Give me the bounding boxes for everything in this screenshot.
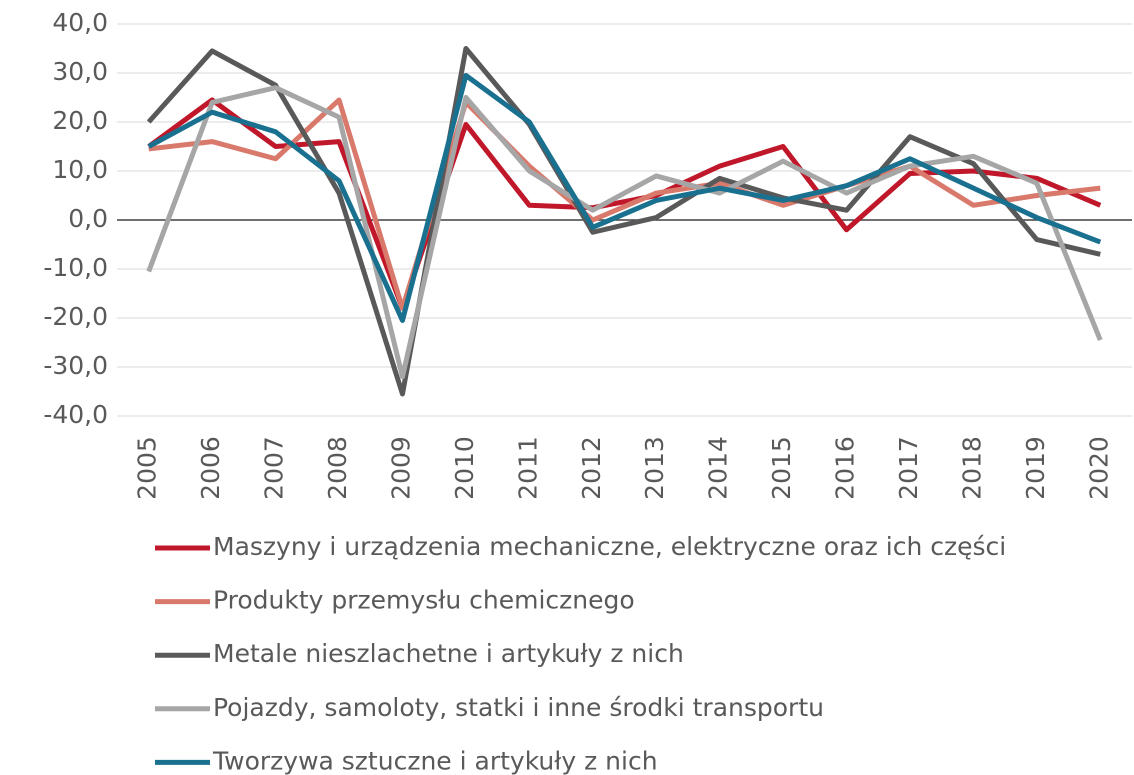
- x-tick-label: 2019: [1021, 436, 1050, 500]
- x-tick-label: 2014: [704, 436, 733, 500]
- x-tick-label: 2012: [577, 436, 606, 500]
- x-tick-label: 2009: [386, 436, 415, 500]
- x-tick-label: 2018: [957, 436, 986, 500]
- x-tick-label: 2011: [513, 436, 542, 500]
- x-tick-label: 2010: [450, 436, 479, 500]
- x-tick-label: 2020: [1084, 436, 1113, 500]
- series-line: [146, 85, 1103, 380]
- y-tick-label: -10,0: [43, 253, 108, 282]
- x-tick-label: 2015: [767, 436, 796, 500]
- series-line: [147, 72, 1102, 323]
- y-tick-label: 20,0: [52, 106, 108, 135]
- legend-label: Pojazdy, samoloty, statki i inne środki …: [213, 693, 824, 722]
- x-tick-label: 2006: [196, 436, 225, 500]
- y-tick-label: 30,0: [52, 57, 108, 86]
- y-tick-label: -30,0: [43, 351, 108, 380]
- x-tick-label: 2007: [260, 436, 289, 500]
- legend-label: Maszyny i urządzenia mechaniczne, elektr…: [213, 532, 1006, 561]
- x-tick-label: 2008: [323, 436, 352, 500]
- x-tick-label: 2013: [640, 436, 669, 500]
- legend-label: Tworzywa sztuczne i artykuły z nich: [212, 746, 658, 775]
- legend-label: Produkty przemysłu chemicznego: [213, 586, 635, 615]
- legend-label: Metale nieszlachetne i artykuły z nich: [213, 639, 684, 668]
- y-tick-label: 0,0: [68, 204, 108, 233]
- x-tick-label: 2017: [894, 436, 923, 500]
- y-tick-label: 10,0: [52, 155, 108, 184]
- series-line: [146, 46, 1101, 397]
- series-line: [148, 97, 1101, 311]
- y-tick-label: -40,0: [43, 400, 108, 429]
- x-tick-label: 2005: [133, 436, 162, 500]
- y-tick-label: 40,0: [52, 8, 108, 37]
- y-tick-label: -20,0: [43, 302, 108, 331]
- x-tick-label: 2016: [831, 436, 860, 500]
